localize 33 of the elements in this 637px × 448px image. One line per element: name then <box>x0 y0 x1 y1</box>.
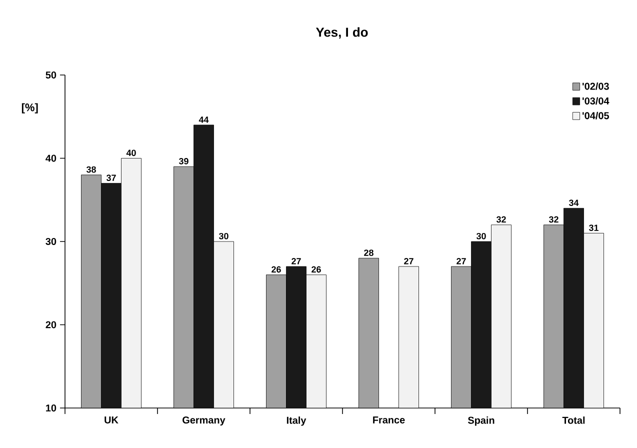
legend-label: '03/04 <box>582 97 610 105</box>
data-label: 30 <box>218 232 228 240</box>
data-label: 32 <box>496 216 506 223</box>
data-label: 32 <box>548 216 558 223</box>
data-label: 37 <box>106 174 116 182</box>
data-label: 34 <box>568 200 579 206</box>
chart-title: Yes, I do <box>316 27 368 39</box>
y-tick-label: 10 <box>46 404 56 412</box>
legend-label: '02/03 <box>582 82 609 90</box>
data-label: 27 <box>456 258 466 264</box>
data-label: 26 <box>312 266 321 273</box>
data-label: 40 <box>126 150 136 156</box>
x-tick-label: Spain <box>468 416 494 426</box>
x-tick-label: Germany <box>182 416 226 426</box>
data-label: 27 <box>404 258 414 264</box>
data-label: 31 <box>588 224 598 231</box>
y-tick-label: 30 <box>46 238 56 246</box>
data-label: 44 <box>198 116 209 123</box>
y-tick-label: 40 <box>46 154 56 162</box>
data-label: 38 <box>86 166 96 173</box>
x-tick-label: UK <box>104 416 118 424</box>
y-tick-label: 20 <box>46 321 56 328</box>
y-tick-label: 50 <box>46 71 56 79</box>
data-label: 39 <box>178 158 188 164</box>
x-tick-label: Italy <box>286 416 306 426</box>
legend-label: '04/05 <box>582 112 609 120</box>
data-label: 28 <box>364 250 374 256</box>
data-label: 30 <box>476 232 486 240</box>
x-tick-label: Total <box>562 416 585 424</box>
data-label: 27 <box>292 258 301 264</box>
y-axis-title: [%] <box>22 103 38 114</box>
data-label: 26 <box>272 266 281 273</box>
x-tick-label: France <box>373 416 405 424</box>
